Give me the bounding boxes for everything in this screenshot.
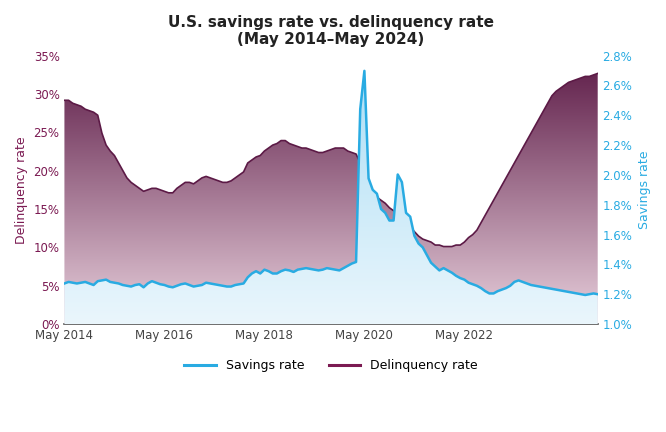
Y-axis label: Savings rate: Savings rate [638, 151, 651, 229]
Y-axis label: Delinquency rate: Delinquency rate [15, 136, 28, 244]
Title: U.S. savings rate vs. delinquency rate
(May 2014–May 2024): U.S. savings rate vs. delinquency rate (… [168, 15, 494, 48]
Legend: Savings rate, Delinquency rate: Savings rate, Delinquency rate [179, 354, 483, 377]
